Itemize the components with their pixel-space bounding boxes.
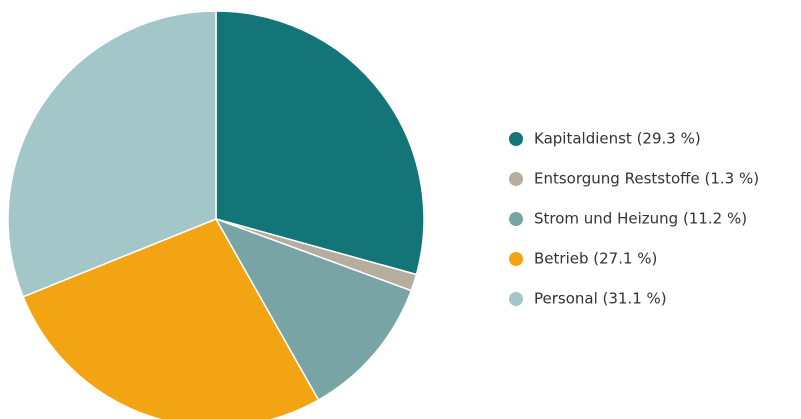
pie-slice — [22, 218, 320, 419]
legend-label: Betrieb (27.1 %) — [534, 250, 657, 268]
legend-label: Personal (31.1 %) — [534, 290, 667, 308]
legend-marker — [509, 252, 523, 266]
pie-slice — [214, 217, 413, 402]
legend-marker — [509, 132, 523, 146]
legend-marker — [509, 172, 523, 186]
legend-label: Kapitaldienst (29.3 %) — [534, 130, 701, 148]
legend-marker — [509, 292, 523, 306]
legend-label: Strom und Heizung (11.2 %) — [534, 210, 747, 228]
pie-slice — [7, 10, 217, 298]
legend-marker — [509, 212, 523, 226]
legend-label: Entsorgung Reststoffe (1.3 %) — [534, 170, 759, 188]
pie-slice — [215, 10, 425, 276]
